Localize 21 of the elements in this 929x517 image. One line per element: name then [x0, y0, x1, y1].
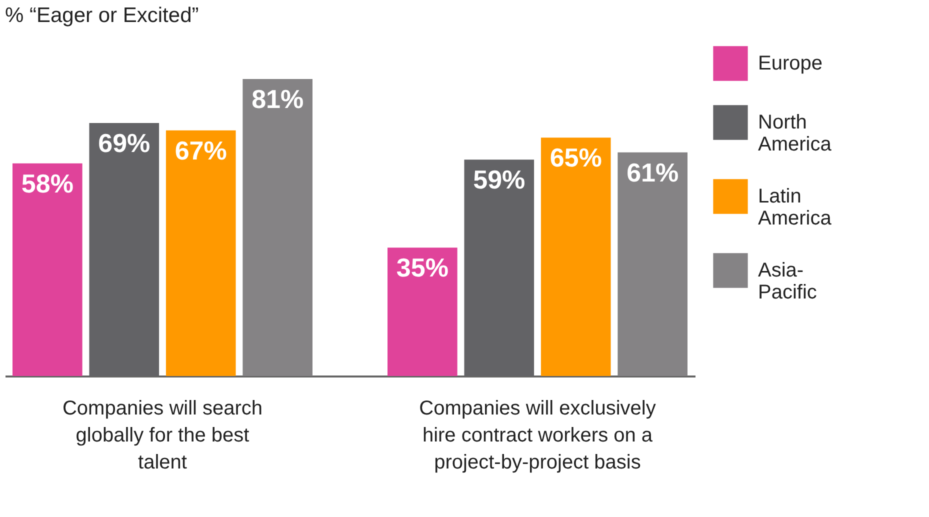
bar: [540, 138, 611, 376]
data-label: 69%: [98, 128, 150, 158]
data-label: 67%: [174, 135, 227, 166]
legend-label: Latin America: [758, 186, 832, 230]
data-label: 58%: [21, 168, 74, 198]
legend-label: Asia-Pacific: [758, 260, 817, 304]
x-tick-label: Companies will search globally for the best talent: [62, 398, 263, 474]
chart-title: % “Eager or Excited”: [5, 4, 199, 27]
legend-label: North America: [758, 112, 832, 156]
data-label: 35%: [396, 252, 448, 283]
data-label: 59%: [473, 164, 526, 195]
bar: [166, 130, 236, 376]
data-label: 65%: [550, 142, 602, 173]
bar: [618, 152, 688, 376]
bar: [242, 79, 312, 376]
bar: [388, 248, 458, 376]
data-label: 81%: [252, 84, 304, 114]
data-label: 61%: [626, 157, 679, 188]
bar: [12, 163, 82, 376]
x-tick-label: Companies will exclusively hire contract workers on a project-by-project basis: [419, 398, 656, 474]
legend-label: Europe: [758, 52, 822, 74]
